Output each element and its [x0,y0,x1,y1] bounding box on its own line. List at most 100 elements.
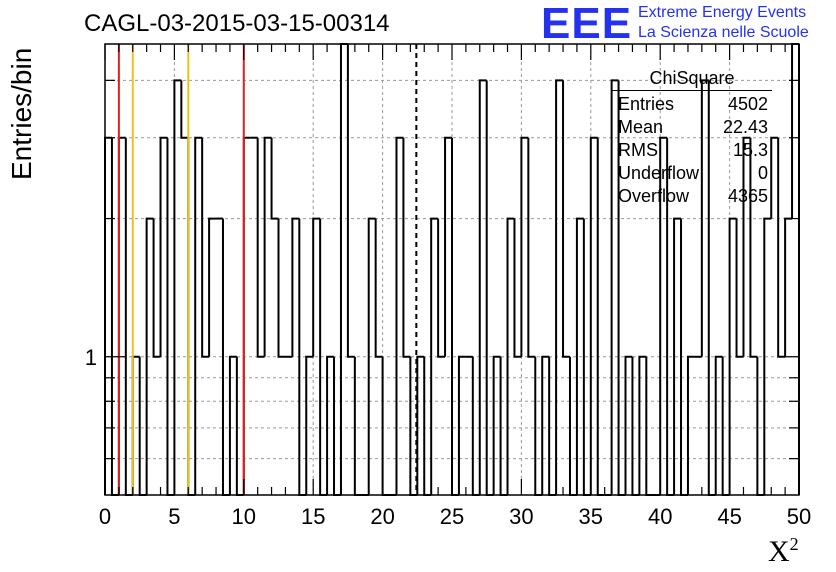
histogram-bin [180,80,189,139]
x-tick-label: 25 [440,504,464,529]
stats-row-rms: RMS 15.3 [610,139,776,162]
histogram-bin [201,137,210,358]
stats-row-entries: Entries 4502 [610,93,776,116]
stats-box: ChiSquare Entries 4502 Mean 22.43 RMS 15.3 … [610,68,776,208]
chart-title: CAGL-03-2015-03-15-00314 [84,10,390,37]
histogram-bin [596,137,605,496]
stats-label: RMS [618,140,658,160]
histogram-bin [291,217,300,357]
histogram-bin [451,137,459,496]
histogram-bin [527,137,536,358]
histogram-bin [457,355,466,495]
stats-label: Underflow [618,163,700,183]
histogram-bin [659,136,668,495]
histogram-bin [173,79,182,495]
logo-line-1: Extreme Energy Events [638,4,807,21]
histogram-bin [277,218,286,358]
histogram-bin [562,80,570,358]
stats-row-mean: Mean 22.43 [610,116,776,139]
histogram-bin [270,137,279,220]
histogram-bin [714,355,723,495]
histogram-bin [735,218,744,358]
histogram-bin [346,44,355,358]
histogram-bin [437,218,446,358]
logo-line-2: La Scienza nelle Scuole [638,24,809,41]
stats-value: 15.3 [732,140,768,160]
histogram-bin [784,217,793,357]
marker-lines [117,44,418,495]
histogram-bin [506,217,515,495]
x-tick-label: 30 [509,504,533,529]
x-tick-label: 50 [787,504,811,529]
histogram-bin [159,136,168,357]
histogram-bin [444,136,452,357]
y-tick-labels: 1 [85,345,97,370]
stats-title: ChiSquare [612,68,772,91]
histogram-bin [263,136,272,357]
y-axis-label: Entries/bin [6,47,37,180]
histogram-bin [575,217,584,495]
histogram-bin [395,136,404,495]
histogram-bin [555,79,564,495]
histogram-bin [492,355,501,495]
axis-ticks [104,44,800,495]
histogram-bin [124,137,133,496]
histogram-bin [367,217,376,495]
histogram-bin [520,136,529,357]
histogram-bin [166,137,175,496]
x-tick-label: 0 [99,504,111,529]
histogram-bin [610,79,619,495]
histogram-bin [305,355,314,495]
histogram-bin [749,137,758,358]
histogram-bin [513,218,522,358]
x-axis-label: X2 [768,534,799,569]
stats-value: 4365 [727,186,768,206]
histogram-bin [777,137,786,358]
histogram-bin [728,217,737,495]
histogram-bin [194,136,203,495]
histogram-bin [117,136,126,495]
x-axis-label-base: X [768,535,790,568]
histogram-bin [791,43,799,219]
stats-value: 4502 [727,94,768,114]
stats-label: Entries [618,94,675,114]
histogram-bin [104,136,112,495]
histogram-bin [312,217,321,357]
x-tick-labels: 0 5 10 15 20 25 30 35 40 45 50 [99,504,811,529]
histogram-bin [638,355,647,495]
histogram-bin [326,355,335,495]
histogram-bin [374,218,383,358]
x-tick-label: 45 [717,504,741,529]
histogram-bin [770,136,779,219]
x-tick-label: 40 [648,504,672,529]
histogram-bin [256,137,265,358]
x-tick-label: 5 [168,504,180,529]
histogram-bin [763,217,772,495]
stats-value: 0 [757,163,768,183]
stats-label: Mean [618,117,664,137]
histogram-bin [673,217,682,495]
stats-label: Overflow [618,186,690,206]
histogram-bin [485,80,494,496]
stats-row-overflow: Overflow 4365 [610,185,776,208]
y-tick-label: 1 [85,345,97,370]
histogram-bin [145,217,154,495]
stats-value: 22.43 [722,117,768,137]
histogram-bin [242,136,251,495]
histogram-bin [187,137,196,496]
histogram-bin [478,79,487,495]
histogram-bin [430,217,439,495]
histogram-bin [339,43,348,495]
x-tick-label: 20 [370,504,394,529]
stats-row-underflow: Underflow 0 [610,162,776,185]
histogram-bin [541,355,550,495]
histogram-bin [742,136,751,357]
histogram-bin [686,355,695,495]
x-tick-label: 35 [579,504,603,529]
histogram-bin [110,137,119,496]
histogram-bin [589,136,598,495]
histogram-bin [208,217,217,357]
x-tick-label: 10 [232,504,256,529]
histogram-bin [152,218,161,358]
